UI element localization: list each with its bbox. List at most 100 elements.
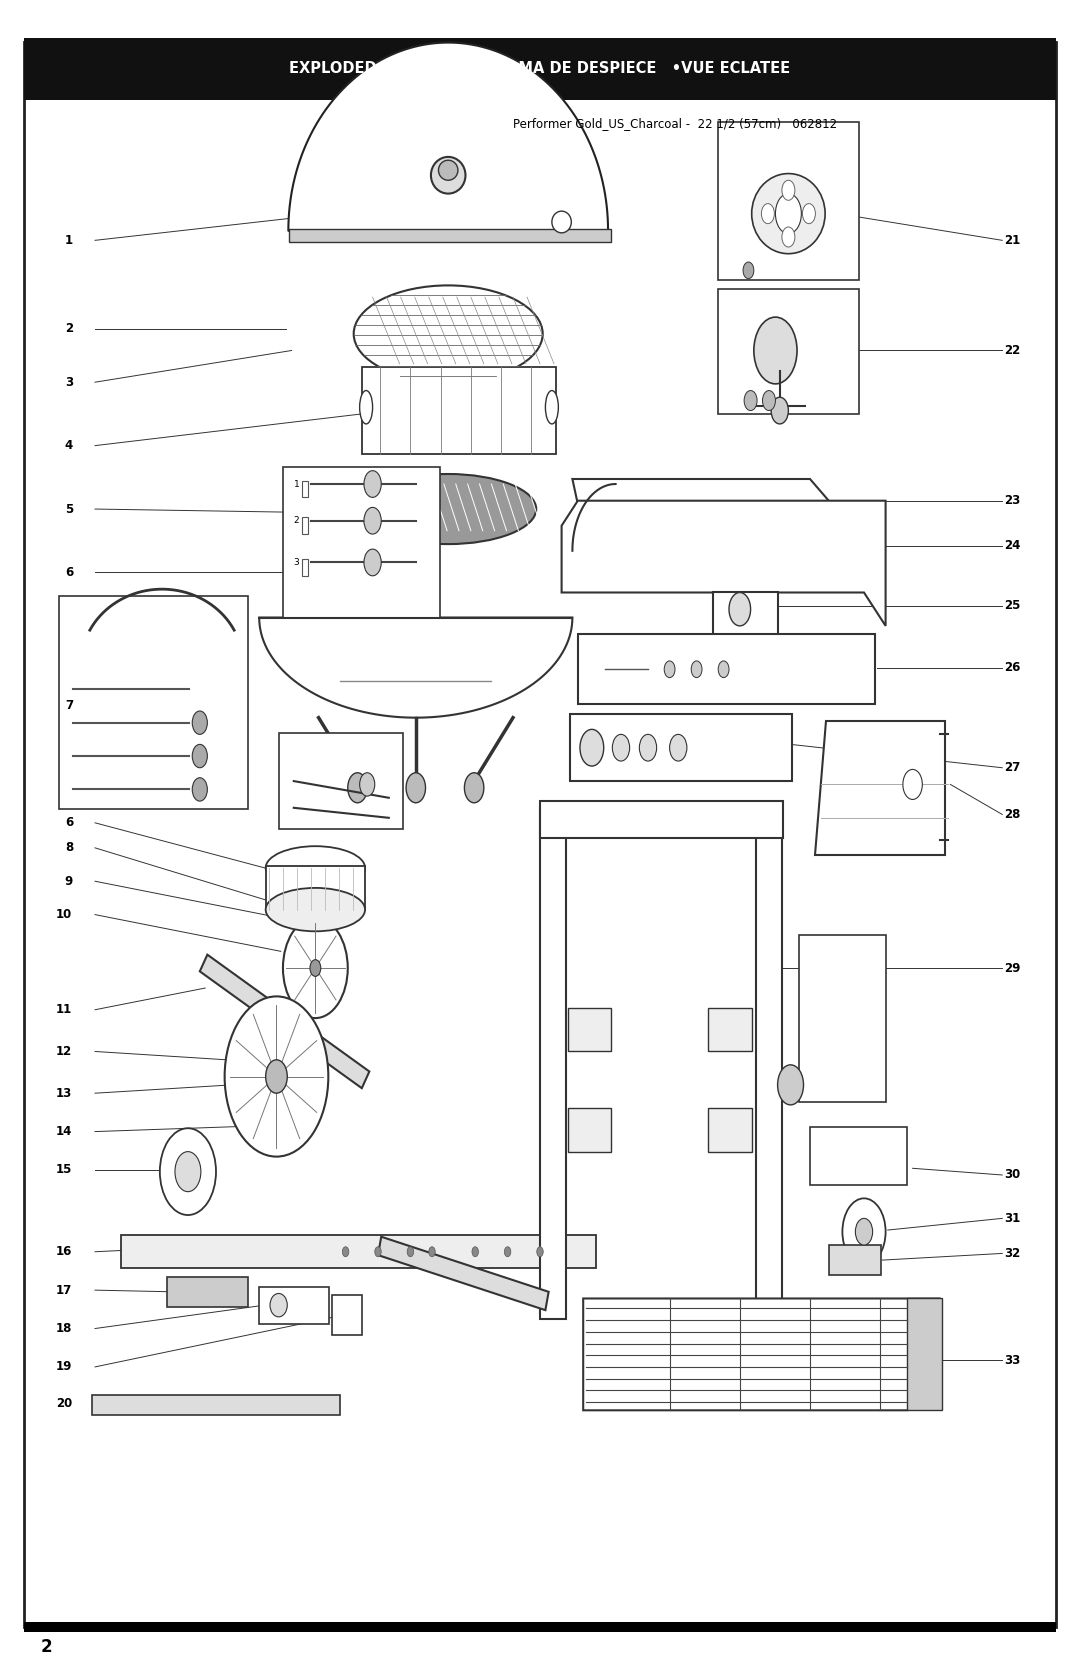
Circle shape bbox=[160, 1128, 216, 1215]
Polygon shape bbox=[713, 592, 778, 651]
Circle shape bbox=[348, 773, 367, 803]
Bar bbox=[59, 596, 248, 809]
Text: 24: 24 bbox=[1004, 539, 1021, 552]
Text: 7: 7 bbox=[65, 699, 73, 713]
Polygon shape bbox=[378, 1237, 549, 1310]
Ellipse shape bbox=[752, 174, 825, 254]
Ellipse shape bbox=[360, 474, 537, 544]
Text: 11: 11 bbox=[56, 1003, 72, 1016]
Text: 23: 23 bbox=[1004, 494, 1021, 507]
Text: EXPLODED VIEW   • DIAGRAMA DE DESPIECE   •VUE ECLATEE: EXPLODED VIEW • DIAGRAMA DE DESPIECE •VU… bbox=[289, 62, 791, 75]
Circle shape bbox=[364, 549, 381, 576]
Bar bbox=[708, 1008, 752, 1051]
Text: 22: 22 bbox=[1004, 344, 1021, 357]
Text: 29: 29 bbox=[1004, 961, 1021, 975]
Text: 3: 3 bbox=[294, 557, 299, 567]
Circle shape bbox=[192, 711, 207, 734]
Circle shape bbox=[429, 1247, 435, 1257]
Circle shape bbox=[639, 734, 657, 761]
Text: 8: 8 bbox=[65, 841, 73, 855]
Circle shape bbox=[310, 960, 321, 976]
Circle shape bbox=[771, 397, 788, 424]
Circle shape bbox=[775, 194, 801, 234]
Circle shape bbox=[802, 204, 815, 224]
Bar bbox=[24, 1622, 1056, 1632]
Circle shape bbox=[580, 729, 604, 766]
Text: 31: 31 bbox=[1004, 1212, 1021, 1225]
Circle shape bbox=[266, 1060, 287, 1093]
Bar bbox=[568, 1108, 611, 1152]
Bar bbox=[167, 1277, 248, 1307]
Polygon shape bbox=[583, 1298, 940, 1410]
Bar bbox=[302, 517, 308, 534]
Ellipse shape bbox=[266, 888, 365, 931]
Circle shape bbox=[192, 744, 207, 768]
Bar bbox=[283, 467, 440, 618]
Bar bbox=[121, 1235, 596, 1268]
Text: 5: 5 bbox=[65, 502, 73, 516]
Ellipse shape bbox=[354, 285, 543, 382]
Bar bbox=[266, 866, 365, 910]
Circle shape bbox=[283, 918, 348, 1018]
Circle shape bbox=[375, 1247, 381, 1257]
Bar bbox=[718, 289, 859, 414]
Bar bbox=[810, 1127, 907, 1185]
Text: 2: 2 bbox=[41, 1639, 53, 1656]
Circle shape bbox=[754, 317, 797, 384]
Circle shape bbox=[691, 661, 702, 678]
Circle shape bbox=[744, 391, 757, 411]
Polygon shape bbox=[288, 43, 608, 230]
Ellipse shape bbox=[552, 212, 571, 234]
Bar bbox=[332, 1295, 362, 1335]
Bar bbox=[302, 559, 308, 576]
Text: 9: 9 bbox=[65, 875, 73, 888]
Ellipse shape bbox=[360, 391, 373, 424]
Circle shape bbox=[192, 778, 207, 801]
Text: 16: 16 bbox=[56, 1245, 72, 1258]
Circle shape bbox=[855, 1218, 873, 1245]
Bar bbox=[570, 714, 792, 781]
Bar bbox=[907, 1298, 942, 1410]
Text: 20: 20 bbox=[56, 1397, 72, 1410]
Text: 18: 18 bbox=[56, 1322, 72, 1335]
Circle shape bbox=[406, 773, 426, 803]
Text: Performer Gold_US_Charcoal -  22 1/2 (57cm)   062812: Performer Gold_US_Charcoal - 22 1/2 (57c… bbox=[513, 117, 837, 130]
Polygon shape bbox=[562, 501, 886, 626]
Circle shape bbox=[778, 1065, 804, 1105]
Text: 2: 2 bbox=[294, 516, 299, 526]
Text: 21: 21 bbox=[1004, 234, 1021, 247]
Ellipse shape bbox=[266, 846, 365, 890]
Polygon shape bbox=[799, 935, 886, 1102]
Bar bbox=[289, 229, 611, 242]
Circle shape bbox=[842, 1198, 886, 1265]
Circle shape bbox=[504, 1247, 511, 1257]
Bar bbox=[708, 1108, 752, 1152]
Ellipse shape bbox=[438, 160, 458, 180]
Text: 15: 15 bbox=[56, 1163, 72, 1177]
Text: 30: 30 bbox=[1004, 1168, 1021, 1182]
Text: 1: 1 bbox=[294, 479, 299, 489]
Text: 26: 26 bbox=[1004, 661, 1021, 674]
Circle shape bbox=[364, 471, 381, 497]
Bar bbox=[540, 801, 783, 838]
Text: 27: 27 bbox=[1004, 761, 1021, 774]
Ellipse shape bbox=[431, 157, 465, 194]
Bar bbox=[718, 122, 859, 280]
Text: 19: 19 bbox=[56, 1360, 72, 1374]
Circle shape bbox=[472, 1247, 478, 1257]
Polygon shape bbox=[200, 955, 369, 1088]
Text: 1: 1 bbox=[65, 234, 73, 247]
Circle shape bbox=[761, 204, 774, 224]
Bar bbox=[540, 809, 566, 1319]
Circle shape bbox=[175, 1152, 201, 1192]
Circle shape bbox=[407, 1247, 414, 1257]
Circle shape bbox=[743, 262, 754, 279]
Bar bbox=[362, 367, 556, 454]
Circle shape bbox=[903, 769, 922, 799]
Circle shape bbox=[664, 661, 675, 678]
Circle shape bbox=[537, 1247, 543, 1257]
Text: 4: 4 bbox=[65, 439, 73, 452]
Circle shape bbox=[342, 1247, 349, 1257]
Circle shape bbox=[364, 507, 381, 534]
Ellipse shape bbox=[545, 391, 558, 424]
